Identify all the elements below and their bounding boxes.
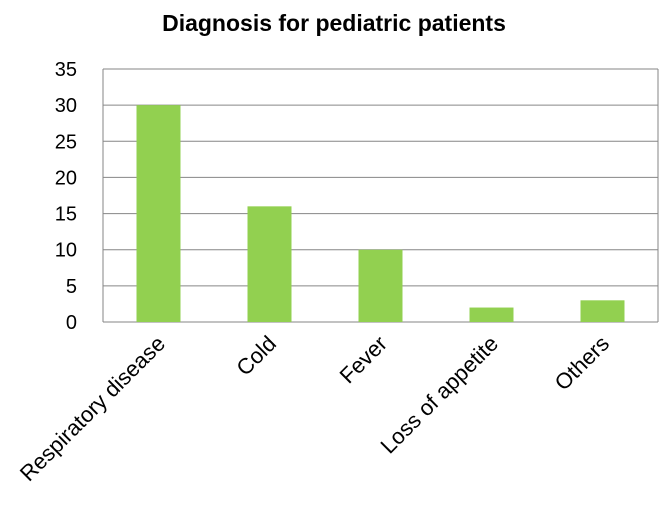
y-tick-label: 30 [55, 95, 77, 117]
y-tick-label: 15 [55, 204, 77, 226]
x-tick-label: Respiratory disease [15, 331, 170, 486]
chart-title: Diagnosis for pediatric patients [162, 10, 506, 36]
bar-2 [358, 249, 403, 322]
y-tick-label: 25 [55, 131, 77, 153]
bar-3 [469, 307, 514, 322]
x-tick-label: Others [550, 331, 614, 395]
x-tick-label: Loss of appetite [376, 331, 504, 459]
x-tick-label: Cold [231, 331, 281, 381]
bar-0 [136, 105, 181, 323]
y-tick-label: 5 [66, 276, 77, 298]
y-tick-label: 10 [55, 240, 77, 262]
bar-4 [580, 300, 625, 322]
y-tick-label: 0 [66, 312, 77, 334]
bar-1 [247, 206, 292, 322]
y-tick-label: 20 [55, 167, 77, 189]
y-tick-label: 35 [55, 59, 77, 81]
x-tick-label: Fever [335, 331, 392, 388]
